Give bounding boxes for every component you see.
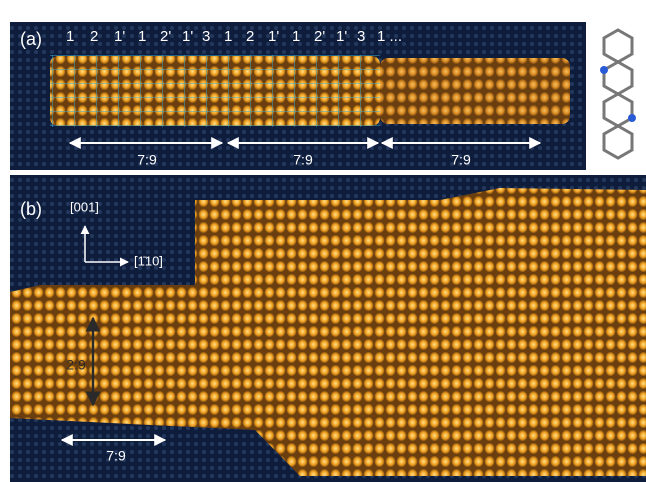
molecule-island bbox=[10, 188, 646, 476]
sequence-label: 2 bbox=[90, 28, 98, 45]
sequence-label: 1' bbox=[336, 28, 347, 45]
overlay-grid bbox=[50, 55, 380, 127]
sequence-label: 1' bbox=[114, 28, 125, 45]
sequence-label: 1 bbox=[292, 28, 300, 45]
sequence-label: 1 bbox=[66, 28, 74, 45]
molecule-model bbox=[600, 28, 636, 160]
sequence-label: 3 bbox=[202, 28, 210, 45]
sequence-label: 1 bbox=[224, 28, 232, 45]
ratio-label: 7:9 bbox=[106, 448, 126, 464]
ratio-label: 2:9 bbox=[66, 357, 86, 373]
ratio-label: 7:9 bbox=[137, 152, 157, 168]
sequence-label: 2' bbox=[160, 28, 171, 45]
sequence-label: 1 ... bbox=[377, 28, 402, 45]
panel-label: (a) bbox=[20, 29, 42, 49]
ratio-label: 7:9 bbox=[451, 152, 471, 168]
sequence-label: 2' bbox=[314, 28, 325, 45]
direction-label: [001] bbox=[70, 199, 99, 214]
sequence-label: 1' bbox=[182, 28, 193, 45]
panel-label: (b) bbox=[20, 199, 42, 219]
direction-label: [1̄10] bbox=[134, 253, 163, 268]
molecule-row bbox=[380, 58, 570, 124]
ratio-label: 7:9 bbox=[293, 152, 313, 168]
sequence-label: 1' bbox=[268, 28, 279, 45]
sequence-label: 1 bbox=[138, 28, 146, 45]
sequence-label: 2 bbox=[246, 28, 254, 45]
sequence-label: 3 bbox=[357, 28, 365, 45]
